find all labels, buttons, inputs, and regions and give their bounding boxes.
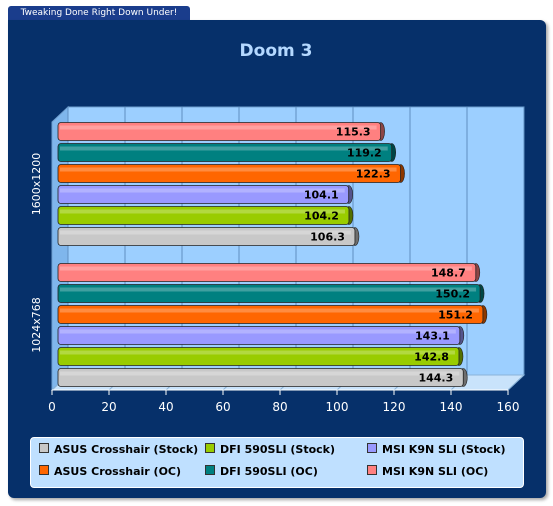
x-tick-label: 140 (440, 400, 463, 414)
bar-value-label: 142.8 (414, 351, 449, 364)
bar-value-label: 144.3 (418, 372, 453, 385)
bar (57, 164, 401, 183)
bar-highlight (60, 188, 345, 193)
legend-item: ASUS Crosshair (Stock) (39, 443, 198, 457)
legend-item: DFI 590SLI (Stock) (205, 443, 335, 457)
legend-label: MSI K9N SLI (Stock) (382, 443, 506, 456)
bar-highlight (60, 167, 397, 172)
x-tick-label: 0 (48, 400, 56, 414)
bar (57, 122, 382, 141)
bar-highlight (60, 146, 388, 151)
bar-highlight (60, 125, 377, 130)
legend-label: ASUS Crosshair (Stock) (54, 443, 199, 456)
bar (57, 347, 460, 366)
legend-item: ASUS Crosshair (OC) (39, 465, 181, 479)
bar-highlight (60, 266, 472, 271)
bar (57, 263, 477, 282)
bar (57, 284, 481, 303)
legend-item: DFI 590SLI (OC) (205, 465, 318, 479)
legend-swatch (367, 443, 377, 453)
bar (57, 185, 350, 204)
bar-highlight (60, 230, 351, 235)
legend-swatch (39, 443, 49, 453)
legend-item: MSI K9N SLI (Stock) (367, 443, 506, 457)
bar-value-label: 104.1 (304, 189, 339, 202)
x-tick-label: 60 (215, 400, 230, 414)
legend-swatch (205, 465, 215, 475)
bar-value-label: 143.1 (415, 330, 450, 343)
x-tick-label: 40 (158, 400, 173, 414)
x-tick-label: 20 (101, 400, 116, 414)
bar-highlight (60, 350, 455, 355)
legend-swatch (39, 465, 49, 475)
site-tagline: Tweaking Done Right Down Under! (20, 8, 178, 18)
legend-swatch (367, 465, 377, 475)
bar-value-label: 115.3 (336, 126, 371, 139)
site-tab: Tweaking Done Right Down Under! (8, 6, 190, 20)
bar-highlight (60, 209, 345, 214)
x-tick-label: 160 (497, 400, 520, 414)
chart-title: Doom 3 (240, 41, 313, 61)
bar (57, 227, 356, 246)
gridline-floor (507, 374, 525, 391)
bar-highlight (60, 287, 477, 292)
category-label: 1024x768 (30, 297, 43, 353)
x-tick-label: 120 (383, 400, 406, 414)
bar-value-label: 148.7 (431, 267, 466, 280)
bar-highlight (60, 329, 456, 334)
bar (57, 206, 350, 225)
bar-value-label: 106.3 (310, 231, 345, 244)
legend-label: DFI 590SLI (Stock) (220, 443, 336, 456)
legend-label: ASUS Crosshair (OC) (54, 465, 182, 478)
bar (57, 305, 484, 324)
bar-highlight (60, 308, 479, 313)
x-tick-label: 100 (326, 400, 349, 414)
bar-value-label: 122.3 (356, 168, 391, 181)
bar-value-label: 104.2 (304, 210, 339, 223)
legend-item: MSI K9N SLI (OC) (367, 465, 488, 479)
x-tick-label: 80 (272, 400, 287, 414)
category-label: 1600x1200 (30, 153, 43, 216)
bar-value-label: 151.2 (438, 309, 473, 322)
legend-swatch (205, 443, 215, 453)
bar-highlight (60, 371, 460, 376)
legend-label: MSI K9N SLI (OC) (382, 465, 489, 478)
bar-value-label: 150.2 (435, 288, 470, 301)
bar (57, 143, 393, 162)
bar (57, 326, 461, 345)
legend: ASUS Crosshair (Stock) DFI 590SLI (Stock)… (30, 437, 524, 488)
legend-label: DFI 590SLI (OC) (220, 465, 318, 478)
bar (57, 368, 464, 387)
bar-value-label: 119.2 (347, 147, 382, 160)
